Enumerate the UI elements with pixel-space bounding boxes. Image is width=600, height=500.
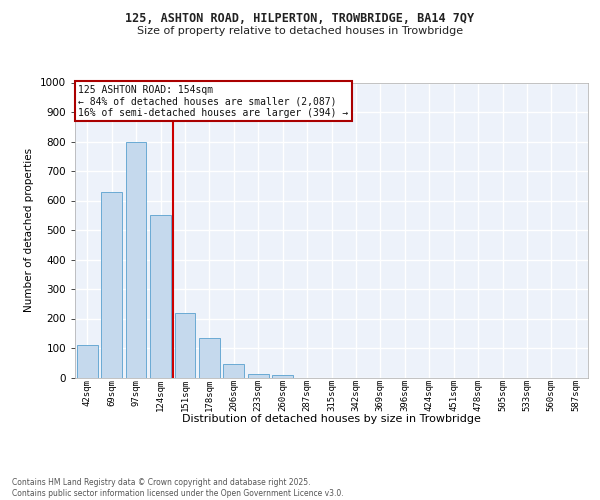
- Text: 125 ASHTON ROAD: 154sqm
← 84% of detached houses are smaller (2,087)
16% of semi: 125 ASHTON ROAD: 154sqm ← 84% of detache…: [78, 85, 348, 118]
- Bar: [223, 364, 244, 378]
- Bar: [248, 374, 269, 378]
- Text: Contains HM Land Registry data © Crown copyright and database right 2025.
Contai: Contains HM Land Registry data © Crown c…: [12, 478, 344, 498]
- Bar: [125, 142, 146, 378]
- Bar: [101, 192, 122, 378]
- Text: Size of property relative to detached houses in Trowbridge: Size of property relative to detached ho…: [137, 26, 463, 36]
- Text: 125, ASHTON ROAD, HILPERTON, TROWBRIDGE, BA14 7QY: 125, ASHTON ROAD, HILPERTON, TROWBRIDGE,…: [125, 12, 475, 24]
- X-axis label: Distribution of detached houses by size in Trowbridge: Distribution of detached houses by size …: [182, 414, 481, 424]
- Bar: [175, 312, 196, 378]
- Bar: [199, 338, 220, 378]
- Y-axis label: Number of detached properties: Number of detached properties: [24, 148, 34, 312]
- Bar: [150, 215, 171, 378]
- Bar: [77, 345, 98, 378]
- Bar: [272, 376, 293, 378]
